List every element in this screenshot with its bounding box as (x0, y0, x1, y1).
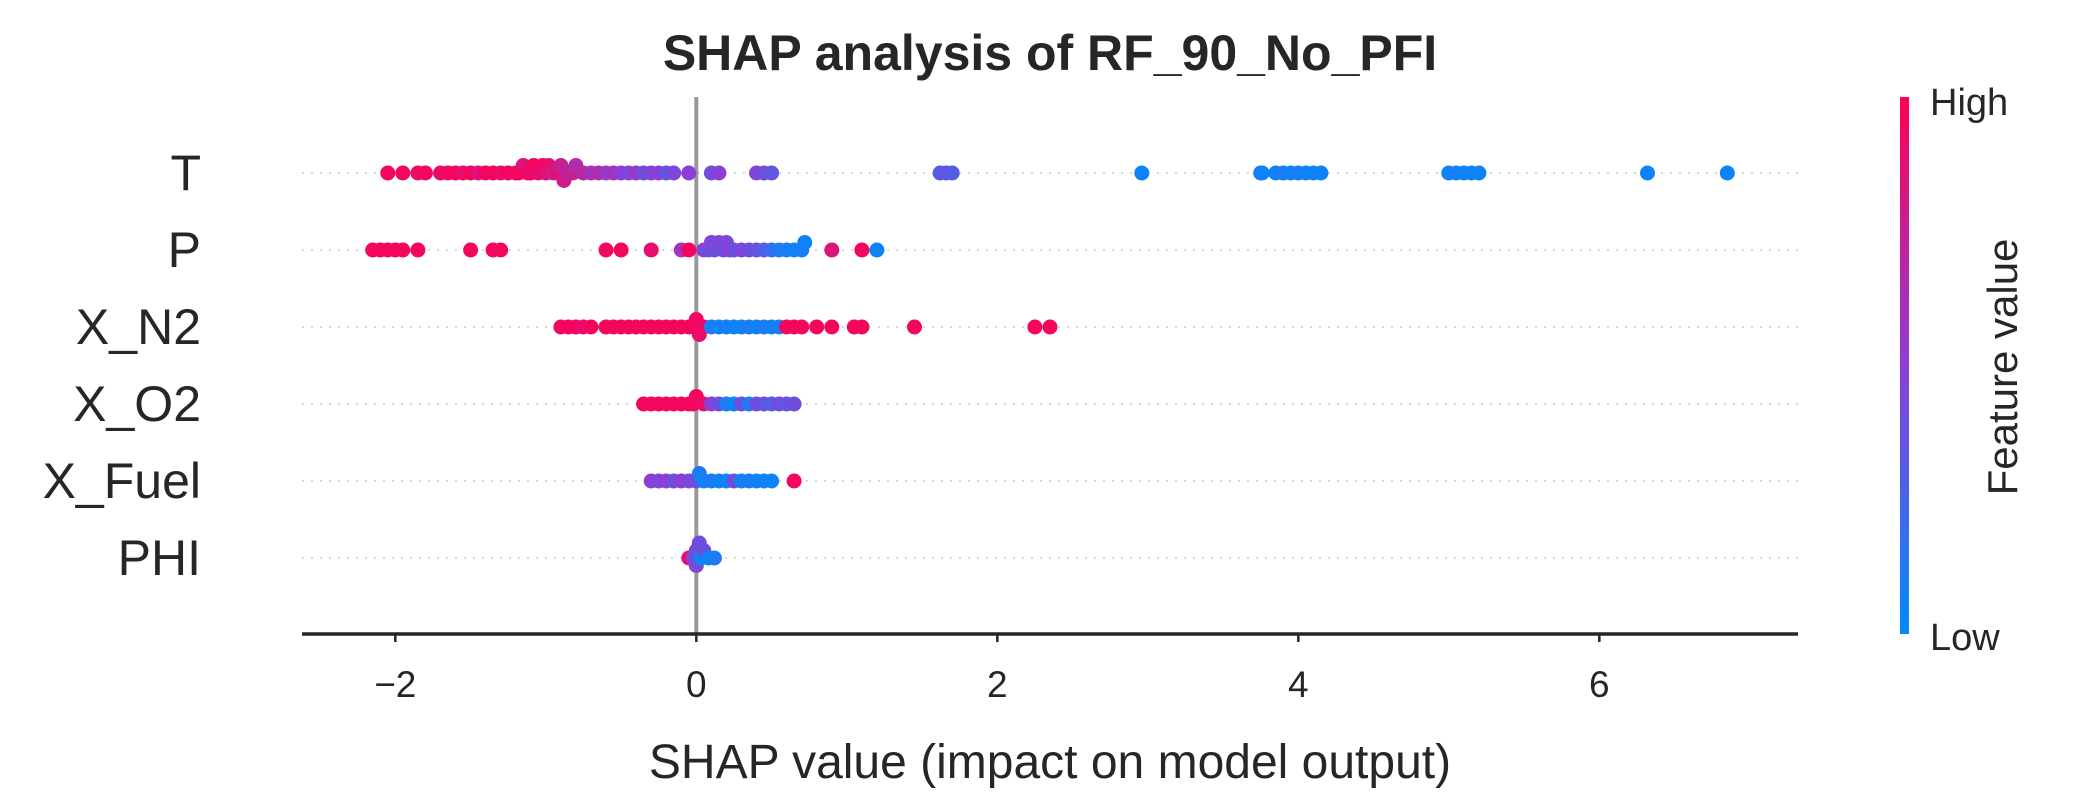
shap-point-T (681, 165, 697, 181)
x-axis-label: SHAP value (impact on model output) (649, 736, 1451, 789)
colorbar-gradient (1900, 97, 1909, 634)
shap-point-T (666, 165, 682, 181)
feature-label: X_N2 (76, 299, 201, 355)
x-tick-label: −2 (374, 664, 416, 705)
shap-point-T (395, 165, 411, 181)
x-axis: −2 0 2 4 6 (302, 632, 1798, 705)
feature-label: X_Fuel (43, 453, 201, 509)
chart-title: SHAP analysis of RF_90_No_PFI (663, 25, 1437, 81)
shap-point-PHI (706, 550, 722, 566)
shap-point-T (1471, 165, 1487, 181)
colorbar-title: Feature value (1979, 239, 2026, 496)
shap-point-X_N2 (854, 319, 870, 335)
shap-point-P (797, 235, 813, 250)
shap-point-P (643, 242, 659, 258)
feature-label: PHI (118, 530, 201, 586)
shap-point-X_N2 (907, 319, 922, 335)
shap-point-X_N2 (1027, 319, 1043, 335)
shap-point-T (764, 165, 780, 181)
shap-point-P (463, 242, 479, 258)
shap-point-X_N2 (824, 319, 840, 335)
x-tick-label: 2 (987, 664, 1008, 705)
feature-labels: TP X_N2 X_O2 X_Fuel PHI (43, 145, 201, 586)
feature-label: X_O2 (73, 376, 201, 432)
x-tick-label: 4 (1288, 664, 1309, 705)
shap-point-T (711, 165, 727, 181)
shap-point-X_N2 (794, 319, 810, 335)
shap-point-T (380, 165, 396, 181)
colorbar-low-label: Low (1930, 617, 2000, 659)
shap-point-P (824, 242, 840, 258)
shap-point-P (613, 242, 629, 258)
x-tick-label: 6 (1589, 664, 1610, 705)
shap-point-T (417, 165, 433, 181)
feature-label: T (170, 145, 201, 201)
shap-point-P (681, 242, 697, 258)
shap-point-P (598, 242, 614, 258)
shap-point-X_N2 (809, 319, 825, 335)
feature-label: P (168, 222, 201, 278)
shap-point-T (1313, 165, 1329, 181)
feature-grid-lines (302, 172, 1798, 559)
shap-point-T (944, 165, 960, 181)
shap-point-P (854, 242, 870, 258)
shap-point-P (410, 242, 426, 258)
shap-point-X_Fuel (786, 473, 802, 489)
x-tick-label: 0 (686, 664, 707, 705)
colorbar: High Low Feature value (1900, 82, 2026, 659)
shap-point-X_Fuel (764, 473, 780, 489)
shap-point-T (1719, 165, 1735, 181)
shap-points (365, 158, 1735, 573)
shap-point-T (1640, 165, 1655, 181)
shap-point-T (1254, 165, 1270, 181)
shap-point-P (869, 242, 885, 258)
shap-point-X_O2 (786, 396, 802, 412)
colorbar-high-label: High (1930, 82, 2008, 124)
shap-point-P (395, 242, 411, 258)
shap-point-T (1134, 165, 1150, 181)
shap-point-X_N2 (1042, 319, 1058, 335)
shap-point-X_N2 (583, 319, 599, 335)
shap-point-P (493, 242, 509, 258)
